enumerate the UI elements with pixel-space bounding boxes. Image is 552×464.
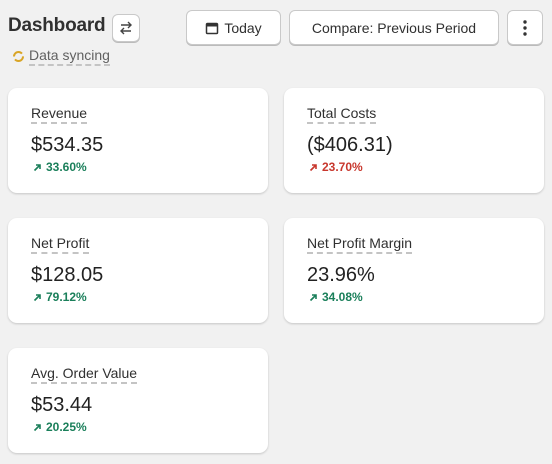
metric-label-text: Total Costs [307,105,377,124]
metric-card: Total Costs ($406.31) 23.70% [284,88,544,193]
more-icon [523,19,527,36]
metric-card: Revenue $534.35 33.60% [8,88,268,193]
metric-label-text: Net Profit [31,235,90,254]
metric-value: ($406.31) [307,134,393,156]
metric-change-text: 23.70% [322,160,363,174]
metric-label-text: Avg. Order Value [31,365,138,384]
metric-change-text: 79.12% [46,290,87,304]
metric-change: 23.70% [309,160,363,174]
metric-label: Net Profit Margin [307,235,413,254]
trend-arrow [33,423,41,431]
metric-change-text: 34.08% [322,290,363,304]
swap-icon [120,21,132,35]
metric-change: 79.12% [33,290,87,304]
metric-change-text: 20.25% [46,420,87,434]
trend-arrow [309,293,317,301]
swap-button[interactable] [112,14,140,42]
metric-label: Total Costs [307,105,377,124]
date-label: Today [224,19,262,36]
metric-label-text: Net Profit Margin [307,235,413,254]
metric-card: Net Profit Margin 23.96% 34.08% [284,218,544,323]
sync-status: Data syncing [12,47,110,66]
sync-icon [13,51,24,62]
metric-change: 34.08% [309,290,363,304]
metric-change: 20.25% [33,420,87,434]
calendar-icon [206,22,219,34]
compare-button[interactable]: Compare: Previous Period [289,10,499,45]
metric-value: $534.35 [31,134,104,156]
sync-text: Data syncing [29,47,110,66]
metric-card: Avg. Order Value $53.44 20.25% [8,348,268,453]
trend-arrow [309,163,317,171]
more-button[interactable] [507,10,543,45]
metric-value: $53.44 [31,394,93,416]
metric-card: Net Profit $128.05 79.12% [8,218,268,323]
date-button[interactable]: Today [186,10,281,45]
metric-label: Net Profit [31,235,90,254]
trend-arrow [33,163,41,171]
compare-label: Compare: Previous Period [311,19,477,36]
metric-value: $128.05 [31,264,104,286]
trend-arrow [33,293,41,301]
page-title: Dashboard [8,15,106,36]
metric-label: Revenue [31,105,88,124]
metric-change-text: 33.60% [46,160,87,174]
metric-value: 23.96% [307,264,375,286]
metric-change: 33.60% [33,160,87,174]
metric-label-text: Revenue [31,105,88,124]
metric-label: Avg. Order Value [31,365,138,384]
